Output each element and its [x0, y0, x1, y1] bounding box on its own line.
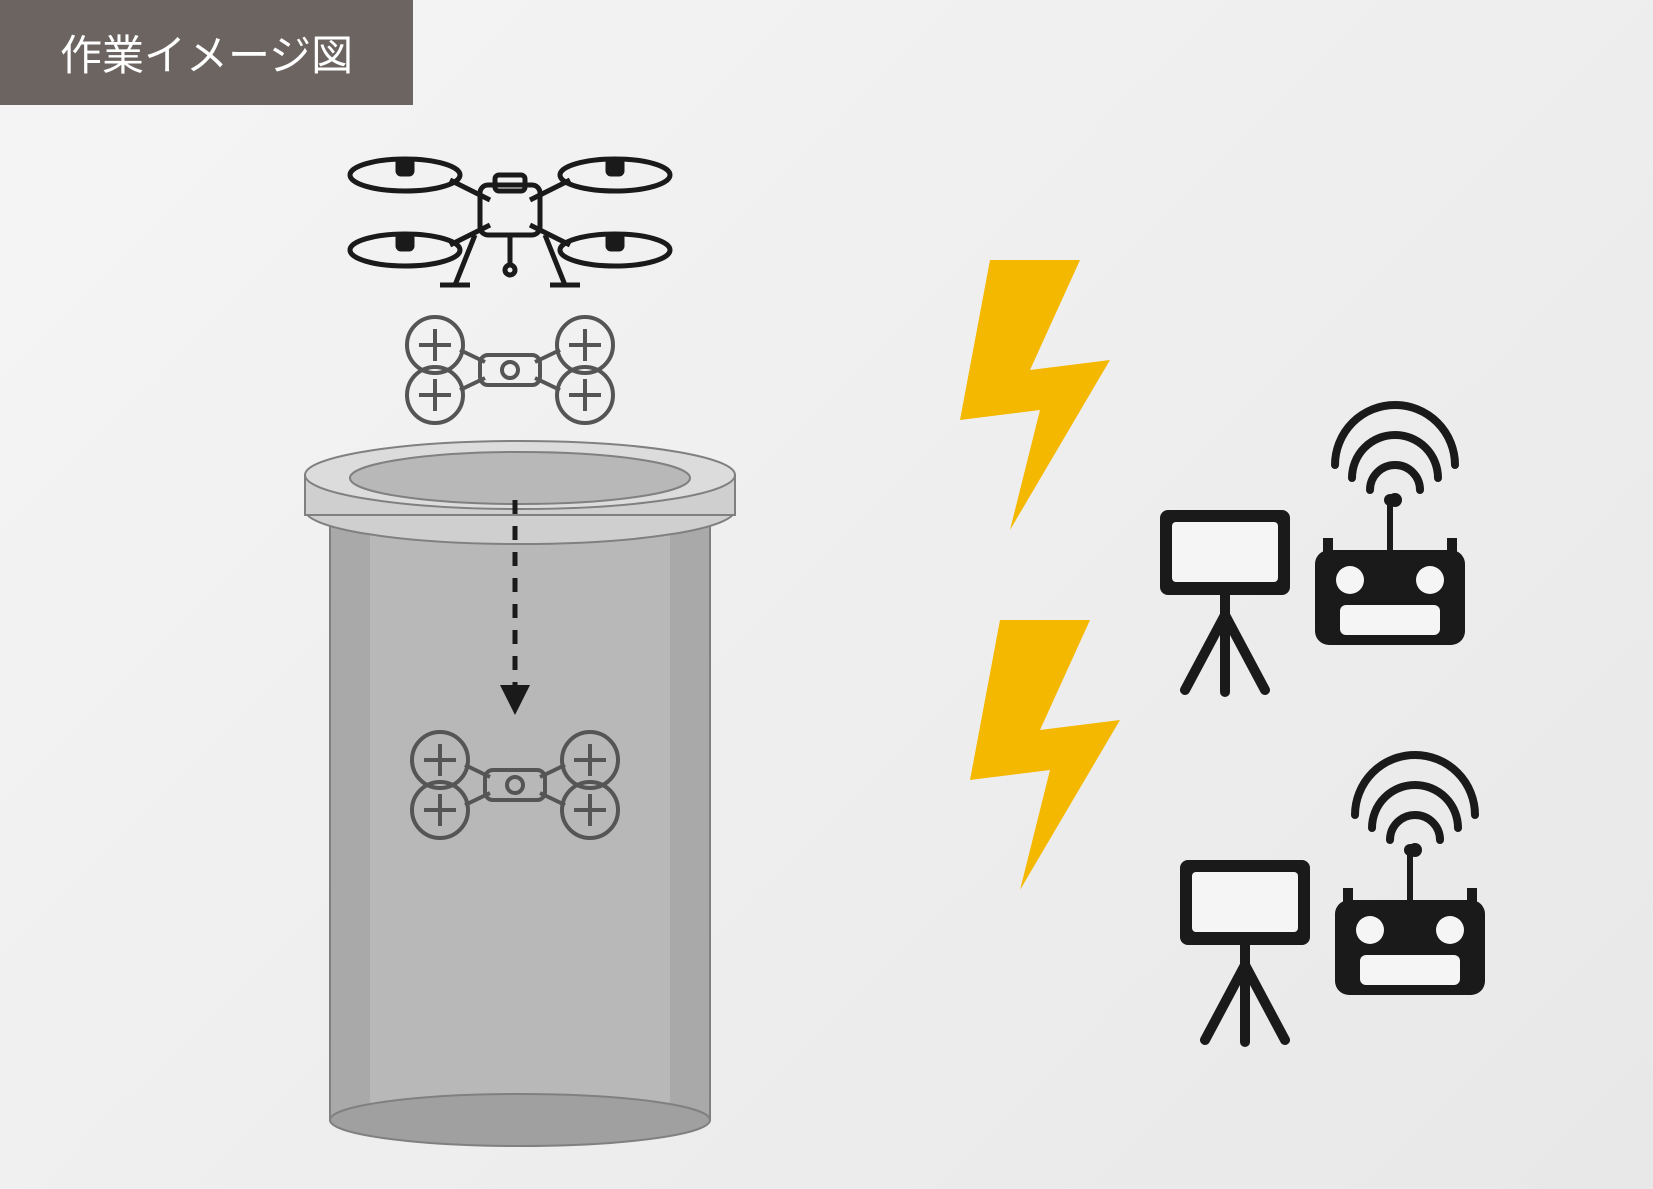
control-station-bottom-icon: [1180, 755, 1485, 1042]
large-drone-icon: [350, 159, 670, 285]
control-station-top-icon: [1160, 405, 1465, 692]
signal-bolt-top-icon: [960, 260, 1110, 530]
diagram-stage: [0, 0, 1653, 1189]
small-drone-top-icon: [407, 317, 613, 423]
signal-bolt-bottom-icon: [970, 620, 1120, 890]
